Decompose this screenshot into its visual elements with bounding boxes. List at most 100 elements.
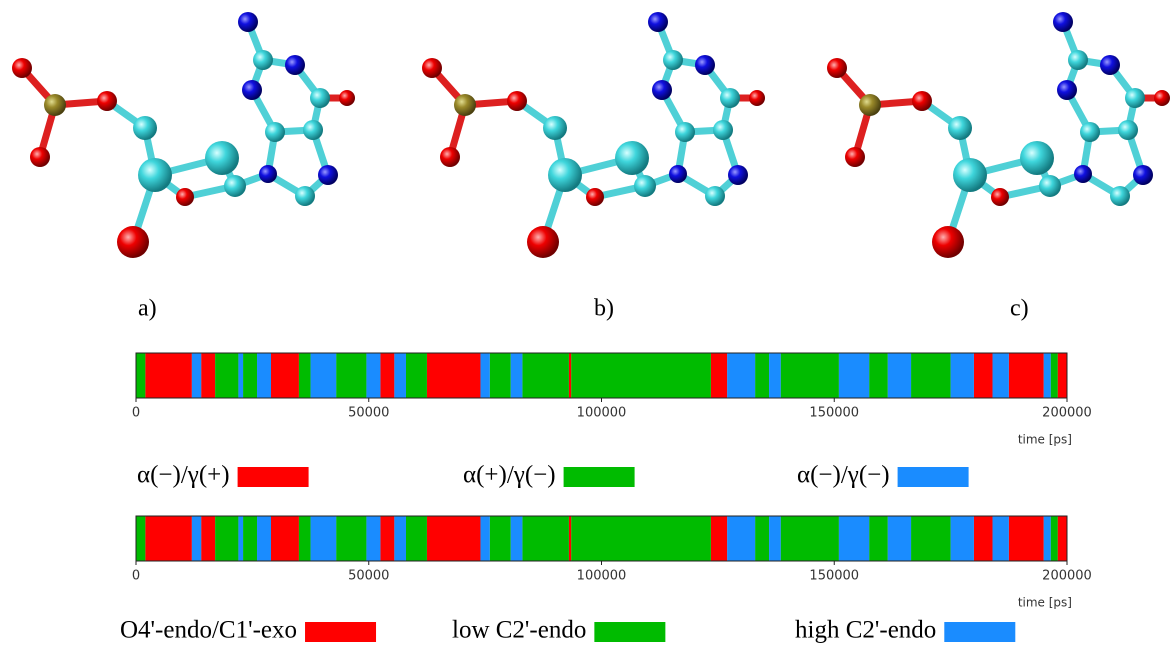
- x-tick-label: 0: [132, 569, 140, 584]
- state-segment: [311, 353, 337, 398]
- state-segment: [192, 516, 201, 561]
- state-segment: [911, 353, 951, 398]
- state-segment: [1009, 353, 1044, 398]
- state-segment: [755, 353, 769, 398]
- x-tick-label: 150000: [809, 569, 859, 584]
- state-segment: [1058, 516, 1067, 561]
- state-segment: [299, 516, 311, 561]
- state-segment: [192, 353, 201, 398]
- state-segment: [243, 353, 257, 398]
- state-segment: [201, 353, 215, 398]
- state-segment: [769, 516, 781, 561]
- state-segment: [993, 353, 1009, 398]
- legend-label: α(+)/γ(−): [463, 462, 556, 489]
- state-segment: [257, 516, 271, 561]
- legend-label: O4'-endo/C1'-exo: [120, 617, 297, 644]
- x-tick-label: 50000: [348, 406, 389, 421]
- state-segment: [569, 516, 571, 561]
- state-segment: [311, 516, 337, 561]
- state-segment: [769, 353, 781, 398]
- figure: a) b) c) α(−)/γ(+)α(+)/γ(−)α(−)/γ(−)0500…: [0, 0, 1173, 648]
- state-segment: [869, 516, 888, 561]
- state-segment: [380, 353, 394, 398]
- state-segment: [201, 516, 215, 561]
- x-tick-label: 50000: [348, 569, 389, 584]
- x-tick-label: 100000: [577, 569, 627, 584]
- state-segment: [511, 353, 523, 398]
- x-tick-label: 150000: [809, 406, 859, 421]
- state-segment: [781, 353, 839, 398]
- molecule-b: [422, 12, 765, 258]
- state-segment: [993, 516, 1009, 561]
- molecule-c: [827, 12, 1170, 258]
- state-segment: [480, 516, 489, 561]
- state-segment: [522, 353, 569, 398]
- x-tick-label: 0: [132, 406, 140, 421]
- state-segment: [366, 353, 380, 398]
- legend-label: low C2'-endo: [452, 617, 586, 644]
- state-segment: [951, 353, 974, 398]
- legend-swatch: [898, 467, 969, 487]
- x-axis-label: time [ps]: [1018, 433, 1072, 447]
- state-segment: [755, 516, 769, 561]
- state-segment: [271, 516, 299, 561]
- state-segment: [711, 516, 727, 561]
- page: {"panels": ["a)", "b)", "c)"], "chart_da…: [0, 0, 1173, 648]
- legend-swatch: [564, 467, 635, 487]
- state-segment: [974, 516, 993, 561]
- state-segment: [271, 353, 299, 398]
- state-segment: [215, 516, 238, 561]
- state-segment: [571, 353, 711, 398]
- state-segment: [380, 516, 394, 561]
- state-segment: [145, 516, 192, 561]
- state-segment: [427, 353, 481, 398]
- state-segment: [238, 353, 243, 398]
- state-segment: [490, 353, 511, 398]
- state-segment: [839, 516, 869, 561]
- legend-label: α(−)/γ(−): [797, 462, 890, 489]
- state-segment: [1051, 353, 1058, 398]
- state-segment: [711, 353, 727, 398]
- state-segment: [869, 353, 888, 398]
- legend-swatch: [594, 622, 665, 642]
- state-segment: [839, 353, 869, 398]
- state-segment: [511, 516, 523, 561]
- state-segment: [1051, 516, 1058, 561]
- legend-label: α(−)/γ(+): [137, 462, 230, 489]
- legend-label: high C2'-endo: [795, 617, 936, 644]
- state-segment: [974, 353, 993, 398]
- state-segment: [406, 353, 427, 398]
- state-segment: [888, 353, 911, 398]
- state-segment: [299, 353, 311, 398]
- state-segment: [243, 516, 257, 561]
- legend-swatch: [944, 622, 1015, 642]
- state-segment: [490, 516, 511, 561]
- state-segment: [1044, 516, 1051, 561]
- state-segment: [136, 353, 145, 398]
- state-segment: [136, 516, 145, 561]
- state-segment: [1044, 353, 1051, 398]
- state-segment: [480, 353, 489, 398]
- legend-swatch: [305, 622, 376, 642]
- state-segment: [215, 353, 238, 398]
- state-segment: [394, 516, 406, 561]
- state-segment: [336, 516, 366, 561]
- x-axis-label: time [ps]: [1018, 596, 1072, 610]
- molecule-a: [12, 12, 355, 258]
- state-segment: [911, 516, 951, 561]
- state-segment: [336, 353, 366, 398]
- x-tick-label: 200000: [1042, 569, 1092, 584]
- state-segment: [727, 353, 755, 398]
- x-tick-label: 200000: [1042, 406, 1092, 421]
- state-segment: [888, 516, 911, 561]
- state-segment: [522, 516, 569, 561]
- state-segment: [1009, 516, 1044, 561]
- state-segment: [257, 353, 271, 398]
- state-segment: [427, 516, 481, 561]
- panel-label: a): [138, 296, 157, 322]
- state-segment: [406, 516, 427, 561]
- legend-swatch: [238, 467, 309, 487]
- state-segment: [571, 516, 711, 561]
- panel-label: b): [594, 296, 614, 322]
- state-segment: [781, 516, 839, 561]
